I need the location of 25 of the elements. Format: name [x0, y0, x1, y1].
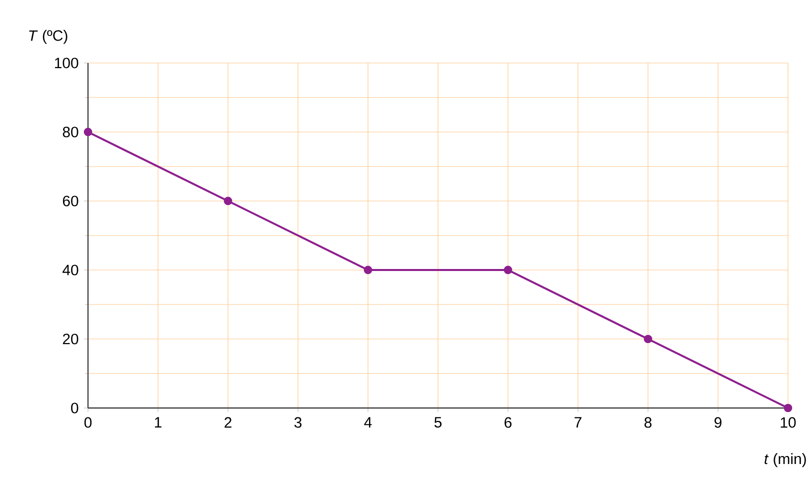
y-tick-label: 80	[62, 126, 78, 138]
point	[84, 128, 92, 136]
y-tick-label: 40	[62, 264, 78, 276]
x-tick-label: 5	[434, 417, 442, 428]
point	[224, 196, 232, 206]
x-axis-title: t (min)	[764, 453, 806, 468]
x-tick-label: 4	[364, 417, 372, 428]
y-axis-title: T (ºC)	[29, 30, 68, 44]
x-tick-label: 3	[294, 417, 302, 428]
x-tick-label: 7	[574, 417, 582, 428]
y-tick-label: 100	[55, 58, 78, 68]
x-tick-label: 6	[504, 417, 512, 428]
point	[784, 404, 792, 412]
x-tick-label: 2	[224, 417, 232, 428]
y-tick-label: 20	[62, 334, 78, 344]
y-tick-label: 60	[62, 196, 78, 206]
x-tick-label: 0	[84, 417, 92, 428]
x-tick-label: 10	[780, 417, 796, 428]
x-tick-label: 1	[154, 417, 162, 428]
x-tick-label: 9	[714, 417, 722, 428]
point	[504, 266, 512, 274]
x-tick-label: 8	[644, 417, 652, 428]
point	[644, 334, 652, 344]
y-tick-label: 0	[71, 402, 78, 414]
point	[364, 266, 372, 274]
